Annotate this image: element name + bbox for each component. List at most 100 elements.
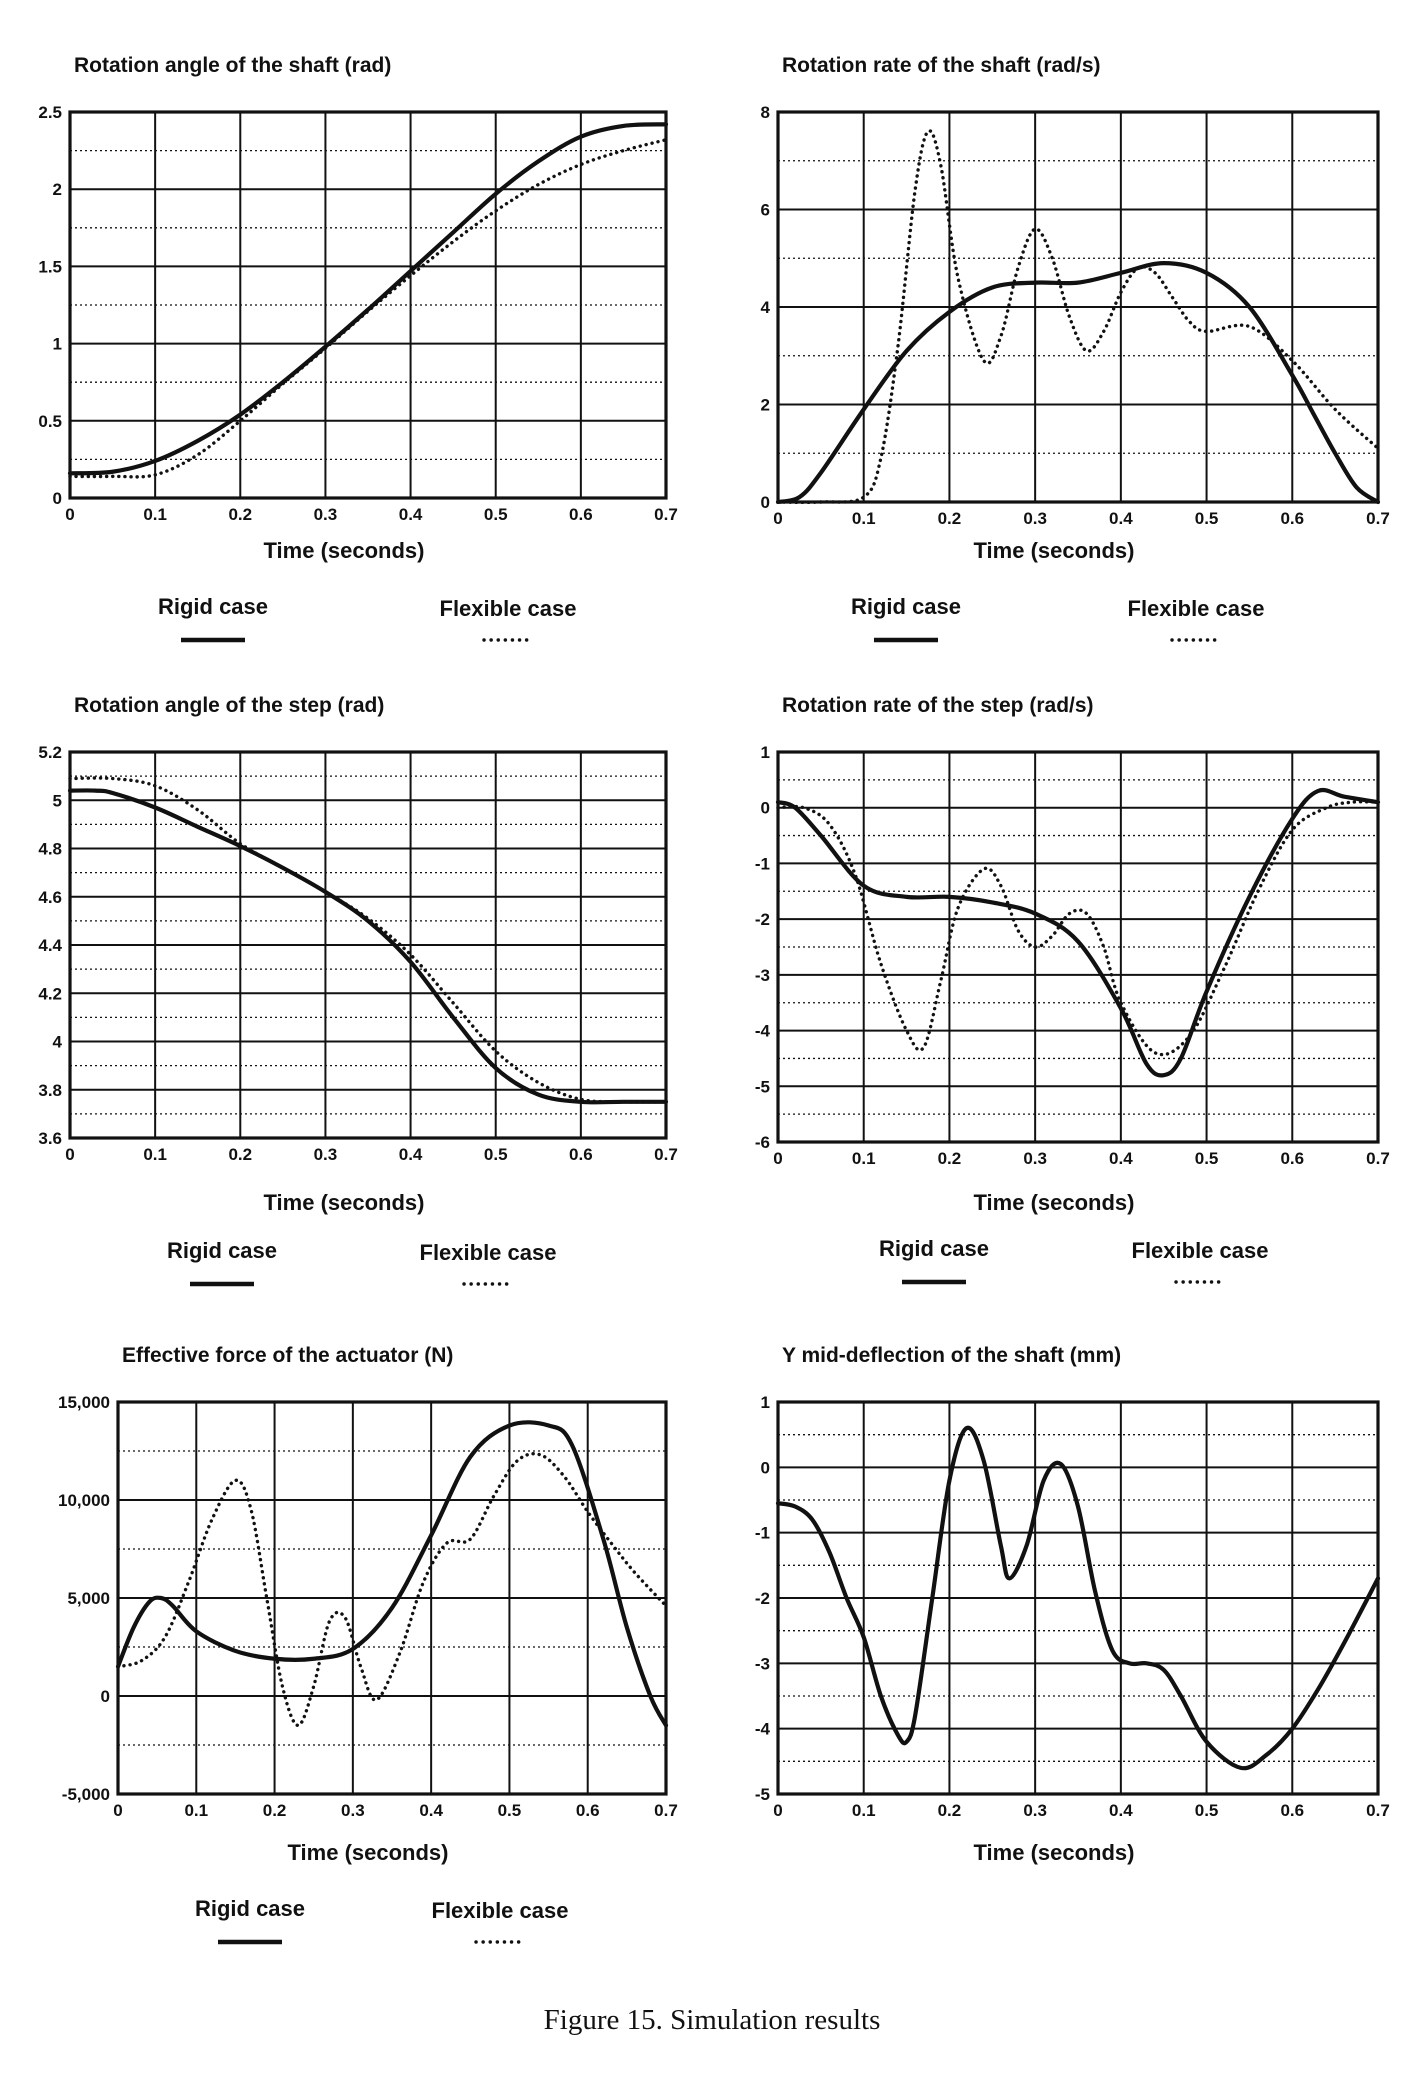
x-axis-label: Time (seconds) bbox=[264, 1190, 425, 1215]
series-line-flexible bbox=[776, 129, 1380, 505]
chart-panel-y-deflection: Y mid-deflection of the shaft (mm) -5 -4 -3… bbox=[712, 1330, 1424, 1970]
chart-shaft-rate: Rotation rate of the shaft (rad/s) 0 2 4 6 8 0… bbox=[761, 54, 1390, 643]
y-tick-label: -3 bbox=[755, 966, 770, 985]
chart-title: Y mid-deflection of the shaft (mm) bbox=[782, 1344, 1121, 1367]
legend-rigid-label: Rigid case bbox=[158, 594, 268, 619]
y-tick-label: 0 bbox=[53, 489, 62, 508]
chart-step-angle: Rotation angle of the step (rad) 3.6 3.8 4 4… bbox=[38, 694, 678, 1287]
y-tick-label: -6 bbox=[755, 1133, 770, 1152]
legend-rigid-label: Rigid case bbox=[167, 1238, 277, 1263]
y-tick-label: 0 bbox=[101, 1687, 110, 1706]
chart-title: Rotation angle of the shaft (rad) bbox=[74, 54, 391, 77]
x-tick-label: 0.3 bbox=[314, 1145, 338, 1164]
chart-title: Effective force of the actuator (N) bbox=[122, 1344, 453, 1367]
y-tick-label: 0 bbox=[761, 1458, 770, 1477]
x-axis-label: Time (seconds) bbox=[974, 1840, 1135, 1865]
x-tick-label: 0 bbox=[773, 509, 782, 528]
x-tick-label: 0 bbox=[65, 505, 74, 524]
x-tick-label: 0.4 bbox=[1109, 1149, 1133, 1168]
legend-flexible-label: Flexible case bbox=[432, 1898, 569, 1923]
series-line-rigid bbox=[775, 1425, 1381, 1771]
x-tick-label: 0.6 bbox=[569, 505, 593, 524]
series-line-flexible bbox=[68, 138, 668, 479]
x-tick-label: 0.6 bbox=[1280, 1801, 1304, 1820]
x-tick-label: 0.5 bbox=[484, 1145, 508, 1164]
x-tick-label: 0.1 bbox=[852, 1149, 876, 1168]
y-tick-label: 2 bbox=[761, 396, 770, 415]
chart-panel-step-angle: Rotation angle of the step (rad) 3.6 3.8 4 4… bbox=[0, 688, 712, 1318]
y-tick-label: -4 bbox=[755, 1022, 771, 1041]
chart-panel-shaft-rate: Rotation rate of the shaft (rad/s) 0 2 4 6 8 0… bbox=[712, 40, 1424, 660]
x-tick-label: 0.5 bbox=[498, 1801, 522, 1820]
y-tick-label: -1 bbox=[755, 854, 770, 873]
x-tick-label: 0.4 bbox=[1109, 509, 1133, 528]
x-tick-label: 0.2 bbox=[938, 1801, 962, 1820]
y-tick-label: 4.4 bbox=[38, 936, 62, 955]
plot-frame bbox=[776, 750, 1380, 1144]
x-axis-label: Time (seconds) bbox=[288, 1840, 449, 1865]
plot-frame bbox=[776, 110, 1380, 504]
y-tick-label: 1 bbox=[53, 335, 62, 354]
x-tick-label: 0.7 bbox=[654, 1145, 678, 1164]
legend-flexible-label: Flexible case bbox=[1128, 596, 1265, 621]
y-tick-label: -3 bbox=[755, 1654, 770, 1673]
legend-rigid-label: Rigid case bbox=[879, 1236, 989, 1261]
x-tick-label: 0.3 bbox=[341, 1801, 365, 1820]
y-tick-label: -2 bbox=[755, 1589, 770, 1608]
series-line-flexible bbox=[116, 1452, 668, 1728]
x-tick-label: 0.5 bbox=[1195, 509, 1219, 528]
y-tick-label: 0.5 bbox=[38, 412, 62, 431]
chart-panel-actuator-force: Effective force of the actuator (N) -5,00… bbox=[0, 1330, 712, 1970]
chart-actuator-force: Effective force of the actuator (N) -5,00… bbox=[58, 1344, 678, 1945]
y-tick-label: 0 bbox=[761, 493, 770, 512]
x-tick-label: 0.6 bbox=[576, 1801, 600, 1820]
x-tick-label: 0.2 bbox=[263, 1801, 287, 1820]
y-tick-label: 4 bbox=[53, 1033, 63, 1052]
x-tick-label: 0.5 bbox=[1195, 1149, 1219, 1168]
y-tick-label: -1 bbox=[755, 1524, 770, 1543]
x-tick-label: 0.5 bbox=[1195, 1801, 1219, 1820]
x-tick-label: 0.3 bbox=[314, 505, 338, 524]
y-tick-label: 3.8 bbox=[38, 1081, 62, 1100]
series-line-rigid bbox=[775, 787, 1381, 1078]
legend-rigid-label: Rigid case bbox=[851, 594, 961, 619]
x-tick-label: 0 bbox=[113, 1801, 122, 1820]
x-tick-label: 0.2 bbox=[938, 1149, 962, 1168]
chart-step-rate: Rotation rate of the step (rad/s) -6 -5 -4 -… bbox=[755, 694, 1390, 1285]
legend-flexible-label: Flexible case bbox=[1132, 1238, 1269, 1263]
x-tick-label: 0.2 bbox=[228, 505, 252, 524]
series-line-flexible bbox=[776, 800, 1380, 1057]
y-tick-label: 4 bbox=[761, 298, 771, 317]
x-tick-label: 0.1 bbox=[143, 505, 167, 524]
x-axis-label: Time (seconds) bbox=[974, 1190, 1135, 1215]
plot-frame bbox=[68, 110, 668, 500]
chart-panel-step-rate: Rotation rate of the step (rad/s) -6 -5 -4 -… bbox=[712, 688, 1424, 1318]
y-tick-label: 2 bbox=[53, 180, 62, 199]
y-tick-label: 10,000 bbox=[58, 1491, 110, 1510]
x-tick-label: 0.2 bbox=[228, 1145, 252, 1164]
plot-frame bbox=[116, 1400, 668, 1796]
legend-flexible-label: Flexible case bbox=[420, 1240, 557, 1265]
y-tick-label: -4 bbox=[755, 1720, 771, 1739]
x-tick-label: 0 bbox=[65, 1145, 74, 1164]
y-tick-label: 5,000 bbox=[67, 1589, 110, 1608]
x-axis-label: Time (seconds) bbox=[264, 538, 425, 563]
chart-shaft-angle: Rotation angle of the shaft (rad) 0 0.5 1 1.… bbox=[38, 54, 678, 643]
chart-title: Rotation angle of the step (rad) bbox=[74, 694, 384, 717]
y-tick-label: -5,000 bbox=[62, 1785, 110, 1804]
x-tick-label: 0.3 bbox=[1023, 1801, 1047, 1820]
x-tick-label: 0.6 bbox=[569, 1145, 593, 1164]
chart-y-deflection: Y mid-deflection of the shaft (mm) -5 -4 -3… bbox=[755, 1344, 1390, 1865]
series-line-rigid bbox=[67, 122, 669, 476]
legend-rigid-label: Rigid case bbox=[195, 1896, 305, 1921]
y-tick-label: 3.6 bbox=[38, 1129, 62, 1148]
series-line-flexible bbox=[68, 776, 668, 1104]
series-line-rigid bbox=[67, 788, 669, 1105]
y-tick-label: 0 bbox=[761, 799, 770, 818]
x-tick-label: 0.3 bbox=[1023, 509, 1047, 528]
series-line-rigid bbox=[775, 261, 1381, 505]
x-tick-label: 0.7 bbox=[1366, 1149, 1390, 1168]
y-tick-label: 4.8 bbox=[38, 840, 62, 859]
y-tick-label: 2.5 bbox=[38, 103, 62, 122]
x-tick-label: 0.7 bbox=[1366, 1801, 1390, 1820]
